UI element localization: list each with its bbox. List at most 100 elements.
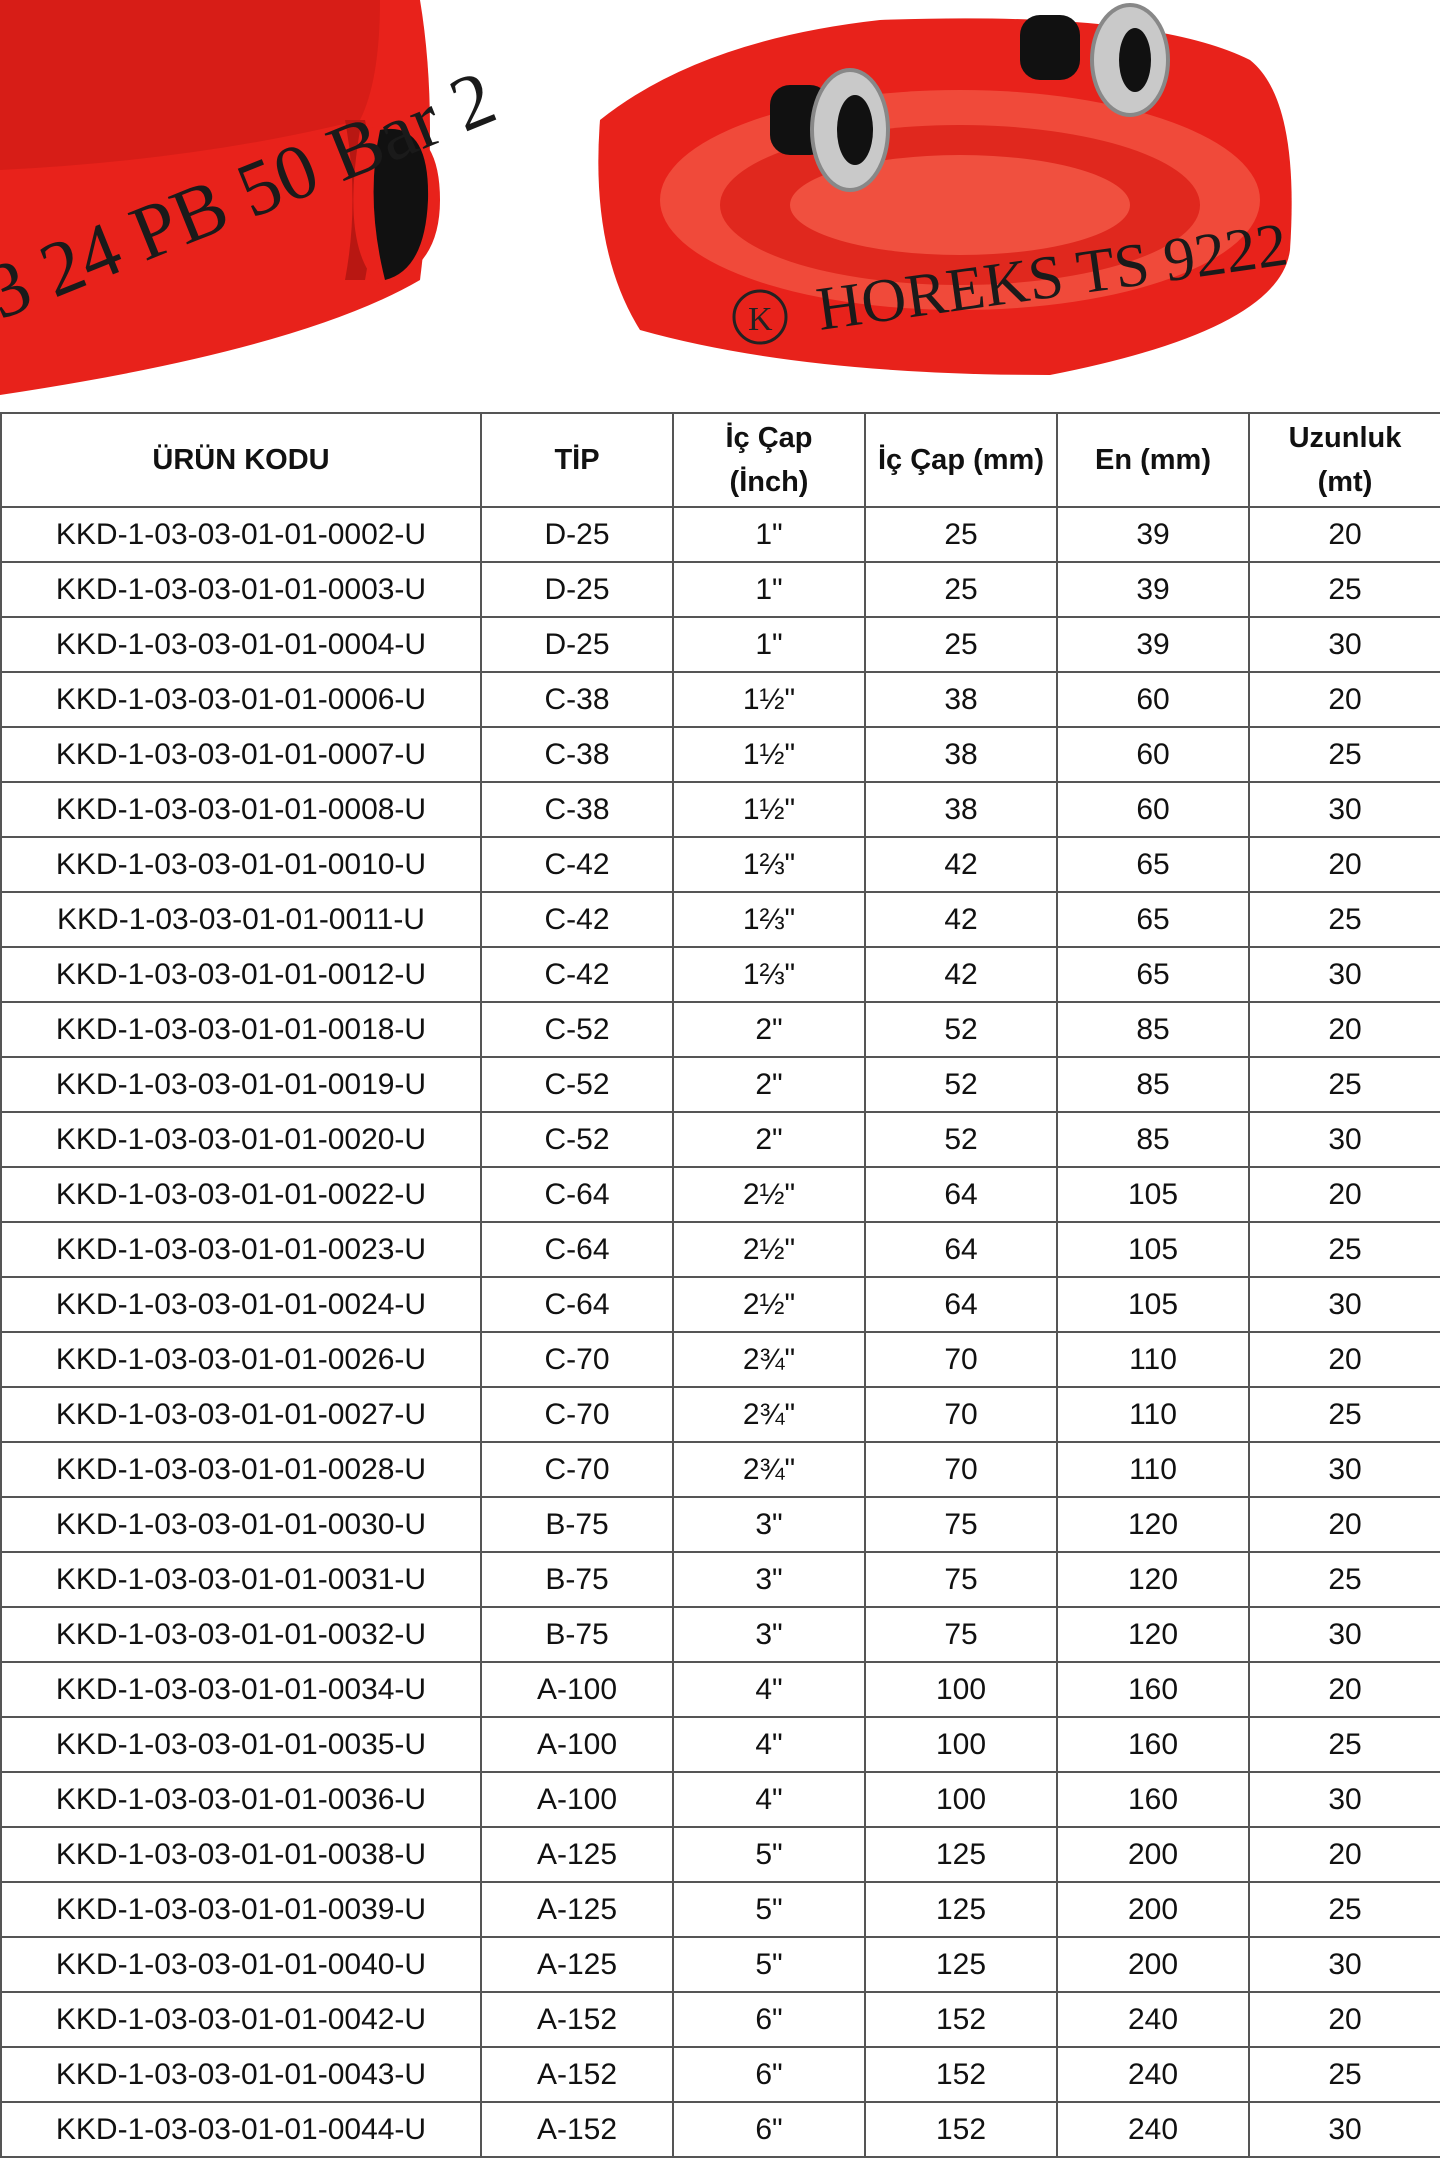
cell-length-mt: 30: [1248, 1606, 1440, 1663]
cell-type: A-125: [480, 1936, 674, 1993]
cell-length-mt: 25: [1248, 1881, 1440, 1938]
table-row: KKD-1-03-03-01-01-0020-U C-52 2" 52 85 30: [0, 1111, 1440, 1168]
table-row: KKD-1-03-03-01-01-0042-U A-152 6" 152 240 20: [0, 1991, 1440, 2048]
cell-length-mt: 30: [1248, 1111, 1440, 1168]
cell-length-mt: 30: [1248, 946, 1440, 1003]
table-row: KKD-1-03-03-01-01-0044-U A-152 6" 152 240 30: [0, 2101, 1440, 2158]
cell-width-mm: 240: [1056, 2046, 1250, 2103]
table-row: KKD-1-03-03-01-01-0011-U C-42 1⅔" 42 65 25: [0, 891, 1440, 948]
cell-product-code: KKD-1-03-03-01-01-0038-U: [0, 1826, 482, 1883]
cell-type: B-75: [480, 1606, 674, 1663]
cell-length-mt: 20: [1248, 1661, 1440, 1718]
cell-inner-diameter-inch: 4": [672, 1716, 866, 1773]
cell-width-mm: 65: [1056, 836, 1250, 893]
cell-length-mt: 30: [1248, 781, 1440, 838]
cell-product-code: KKD-1-03-03-01-01-0032-U: [0, 1606, 482, 1663]
cell-inner-diameter-mm: 64: [864, 1276, 1058, 1333]
cell-type: C-38: [480, 726, 674, 783]
table-row: KKD-1-03-03-01-01-0008-U C-38 1½" 38 60 30: [0, 781, 1440, 838]
cell-product-code: KKD-1-03-03-01-01-0042-U: [0, 1991, 482, 2048]
cell-inner-diameter-mm: 52: [864, 1111, 1058, 1168]
cell-type: A-100: [480, 1716, 674, 1773]
cell-type: A-125: [480, 1881, 674, 1938]
cell-inner-diameter-inch: 3": [672, 1606, 866, 1663]
cell-length-mt: 20: [1248, 1991, 1440, 2048]
cell-inner-diameter-inch: 2¾": [672, 1441, 866, 1498]
cell-length-mt: 20: [1248, 671, 1440, 728]
cell-length-mt: 20: [1248, 1496, 1440, 1553]
column-header-inner-diameter-mm: İç Çap (mm): [864, 412, 1058, 508]
cell-type: A-100: [480, 1661, 674, 1718]
table-row: KKD-1-03-03-01-01-0012-U C-42 1⅔" 42 65 30: [0, 946, 1440, 1003]
cell-inner-diameter-mm: 125: [864, 1826, 1058, 1883]
cell-type: C-52: [480, 1111, 674, 1168]
cell-product-code: KKD-1-03-03-01-01-0002-U: [0, 506, 482, 563]
cell-inner-diameter-mm: 75: [864, 1551, 1058, 1608]
cell-inner-diameter-inch: 4": [672, 1661, 866, 1718]
cell-inner-diameter-mm: 125: [864, 1881, 1058, 1938]
cell-inner-diameter-inch: 6": [672, 2046, 866, 2103]
cell-product-code: KKD-1-03-03-01-01-0035-U: [0, 1716, 482, 1773]
cell-inner-diameter-mm: 25: [864, 561, 1058, 618]
cell-inner-diameter-mm: 70: [864, 1441, 1058, 1498]
cell-product-code: KKD-1-03-03-01-01-0030-U: [0, 1496, 482, 1553]
table-row: KKD-1-03-03-01-01-0006-U C-38 1½" 38 60 20: [0, 671, 1440, 728]
cell-length-mt: 25: [1248, 1551, 1440, 1608]
cell-width-mm: 240: [1056, 2101, 1250, 2158]
cell-product-code: KKD-1-03-03-01-01-0031-U: [0, 1551, 482, 1608]
cell-product-code: KKD-1-03-03-01-01-0007-U: [0, 726, 482, 783]
cell-product-code: KKD-1-03-03-01-01-0003-U: [0, 561, 482, 618]
cell-inner-diameter-inch: 2¾": [672, 1386, 866, 1443]
cell-length-mt: 25: [1248, 1221, 1440, 1278]
cell-product-code: KKD-1-03-03-01-01-0012-U: [0, 946, 482, 1003]
table-row: KKD-1-03-03-01-01-0030-U B-75 3" 75 120 20: [0, 1496, 1440, 1553]
cell-inner-diameter-inch: 2½": [672, 1221, 866, 1278]
cell-length-mt: 30: [1248, 616, 1440, 673]
cell-width-mm: 60: [1056, 781, 1250, 838]
cell-inner-diameter-mm: 25: [864, 506, 1058, 563]
cell-length-mt: 30: [1248, 1771, 1440, 1828]
cell-width-mm: 85: [1056, 1111, 1250, 1168]
cell-type: C-38: [480, 781, 674, 838]
cell-product-code: KKD-1-03-03-01-01-0019-U: [0, 1056, 482, 1113]
cell-type: A-152: [480, 2101, 674, 2158]
table-row: KKD-1-03-03-01-01-0035-U A-100 4" 100 160 25: [0, 1716, 1440, 1773]
table-row: KKD-1-03-03-01-01-0024-U C-64 2½" 64 105 30: [0, 1276, 1440, 1333]
cell-inner-diameter-inch: 2": [672, 1001, 866, 1058]
cell-inner-diameter-inch: 2": [672, 1056, 866, 1113]
cell-type: A-152: [480, 1991, 674, 2048]
cell-product-code: KKD-1-03-03-01-01-0036-U: [0, 1771, 482, 1828]
cell-inner-diameter-inch: 2½": [672, 1276, 866, 1333]
cell-inner-diameter-mm: 70: [864, 1386, 1058, 1443]
cell-type: C-38: [480, 671, 674, 728]
cell-inner-diameter-inch: 2": [672, 1111, 866, 1168]
cell-type: C-52: [480, 1001, 674, 1058]
cell-product-code: KKD-1-03-03-01-01-0011-U: [0, 891, 482, 948]
cell-width-mm: 85: [1056, 1001, 1250, 1058]
cell-inner-diameter-mm: 100: [864, 1661, 1058, 1718]
cell-product-code: KKD-1-03-03-01-01-0043-U: [0, 2046, 482, 2103]
cell-width-mm: 200: [1056, 1826, 1250, 1883]
cell-type: C-64: [480, 1221, 674, 1278]
cell-width-mm: 105: [1056, 1276, 1250, 1333]
table-row: KKD-1-03-03-01-01-0004-U D-25 1" 25 39 30: [0, 616, 1440, 673]
cell-width-mm: 105: [1056, 1221, 1250, 1278]
cell-length-mt: 20: [1248, 1331, 1440, 1388]
table-row: KKD-1-03-03-01-01-0036-U A-100 4" 100 160 30: [0, 1771, 1440, 1828]
cell-width-mm: 110: [1056, 1441, 1250, 1498]
cell-product-code: KKD-1-03-03-01-01-0044-U: [0, 2101, 482, 2158]
table-row: KKD-1-03-03-01-01-0031-U B-75 3" 75 120 25: [0, 1551, 1440, 1608]
cell-product-code: KKD-1-03-03-01-01-0018-U: [0, 1001, 482, 1058]
cell-inner-diameter-mm: 38: [864, 726, 1058, 783]
cell-length-mt: 25: [1248, 2046, 1440, 2103]
cell-inner-diameter-mm: 75: [864, 1606, 1058, 1663]
table-row: KKD-1-03-03-01-01-0040-U A-125 5" 125 200 30: [0, 1936, 1440, 1993]
cell-inner-diameter-inch: 5": [672, 1936, 866, 1993]
cell-inner-diameter-inch: 2½": [672, 1166, 866, 1223]
cell-type: C-64: [480, 1166, 674, 1223]
cell-width-mm: 160: [1056, 1661, 1250, 1718]
cell-product-code: KKD-1-03-03-01-01-0027-U: [0, 1386, 482, 1443]
cell-type: C-42: [480, 891, 674, 948]
table-header-row: ÜRÜN KODU TİP İç Çap (İnch) İç Çap (mm) En (…: [0, 412, 1440, 508]
cell-width-mm: 39: [1056, 561, 1250, 618]
